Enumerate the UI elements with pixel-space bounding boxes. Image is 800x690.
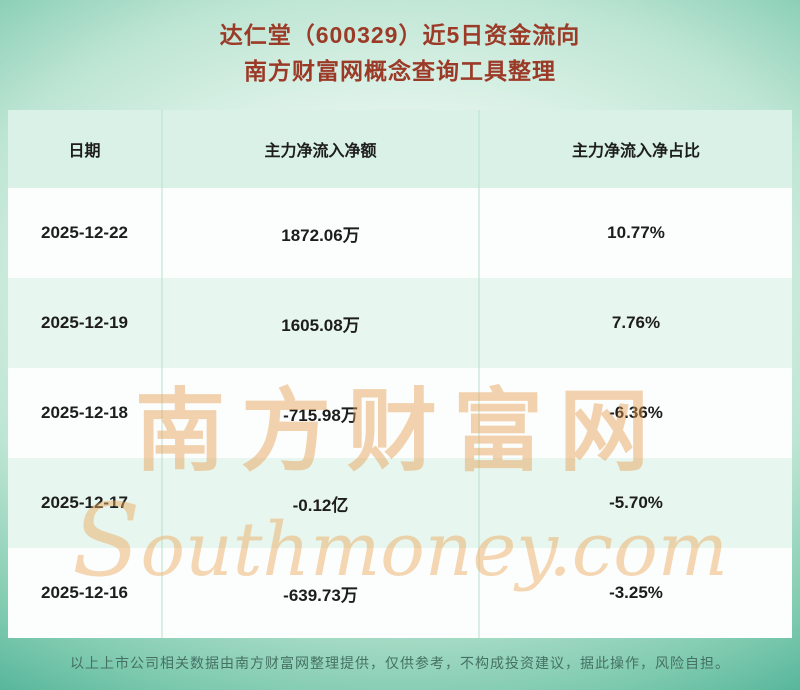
- cell-net-inflow-ratio: -6.36%: [609, 403, 663, 422]
- table-row: 2025-12-16 -639.73万 -3.25%: [8, 548, 792, 638]
- page-subtitle: 南方财富网概念查询工具整理: [244, 58, 556, 84]
- cell-net-inflow: -0.12亿: [163, 458, 480, 548]
- cell-date: 2025-12-18: [8, 368, 163, 458]
- cell-net-inflow-ratio: 7.76%: [611, 313, 661, 332]
- cell-net-inflow-ratio: 10.77%: [607, 223, 665, 242]
- cell-date: 2025-12-16: [8, 548, 163, 638]
- column-header-date: 日期: [8, 110, 163, 188]
- column-header-net-inflow-ratio: 主力净流入净占比: [571, 143, 700, 160]
- column-header-net-inflow: 主力净流入净额: [163, 110, 480, 188]
- cell-date: 2025-12-17: [8, 458, 163, 548]
- table-header-row: 日期 主力净流入净额 主力净流入净占比: [8, 110, 792, 188]
- table-row: 2025-12-22 1872.06万 10.77%: [8, 188, 792, 278]
- cell-net-inflow: -715.98万: [163, 368, 480, 458]
- table-row: 2025-12-19 1605.08万 7.76%: [8, 278, 792, 368]
- cell-net-inflow-ratio: -3.25%: [609, 583, 663, 602]
- table-row: 2025-12-17 -0.12亿 -5.70%: [8, 458, 792, 548]
- table-row: 2025-12-18 -715.98万 -6.36%: [8, 368, 792, 458]
- fund-flow-table: 日期 主力净流入净额 主力净流入净占比 2025-12-22 1872.06万 …: [8, 110, 792, 638]
- footer-disclaimer: 以上上市公司相关数据由南方财富网整理提供，仅供参考，不构成投资建议，据此操作，风…: [70, 655, 730, 671]
- cell-net-inflow-ratio: -5.70%: [609, 493, 663, 512]
- cell-net-inflow: 1605.08万: [163, 278, 480, 368]
- page-title: 达仁堂（600329）近5日资金流向: [219, 22, 581, 48]
- cell-net-inflow: -639.73万: [163, 548, 480, 638]
- cell-net-inflow: 1872.06万: [163, 188, 480, 278]
- cell-date: 2025-12-19: [8, 278, 163, 368]
- cell-date: 2025-12-22: [8, 188, 163, 278]
